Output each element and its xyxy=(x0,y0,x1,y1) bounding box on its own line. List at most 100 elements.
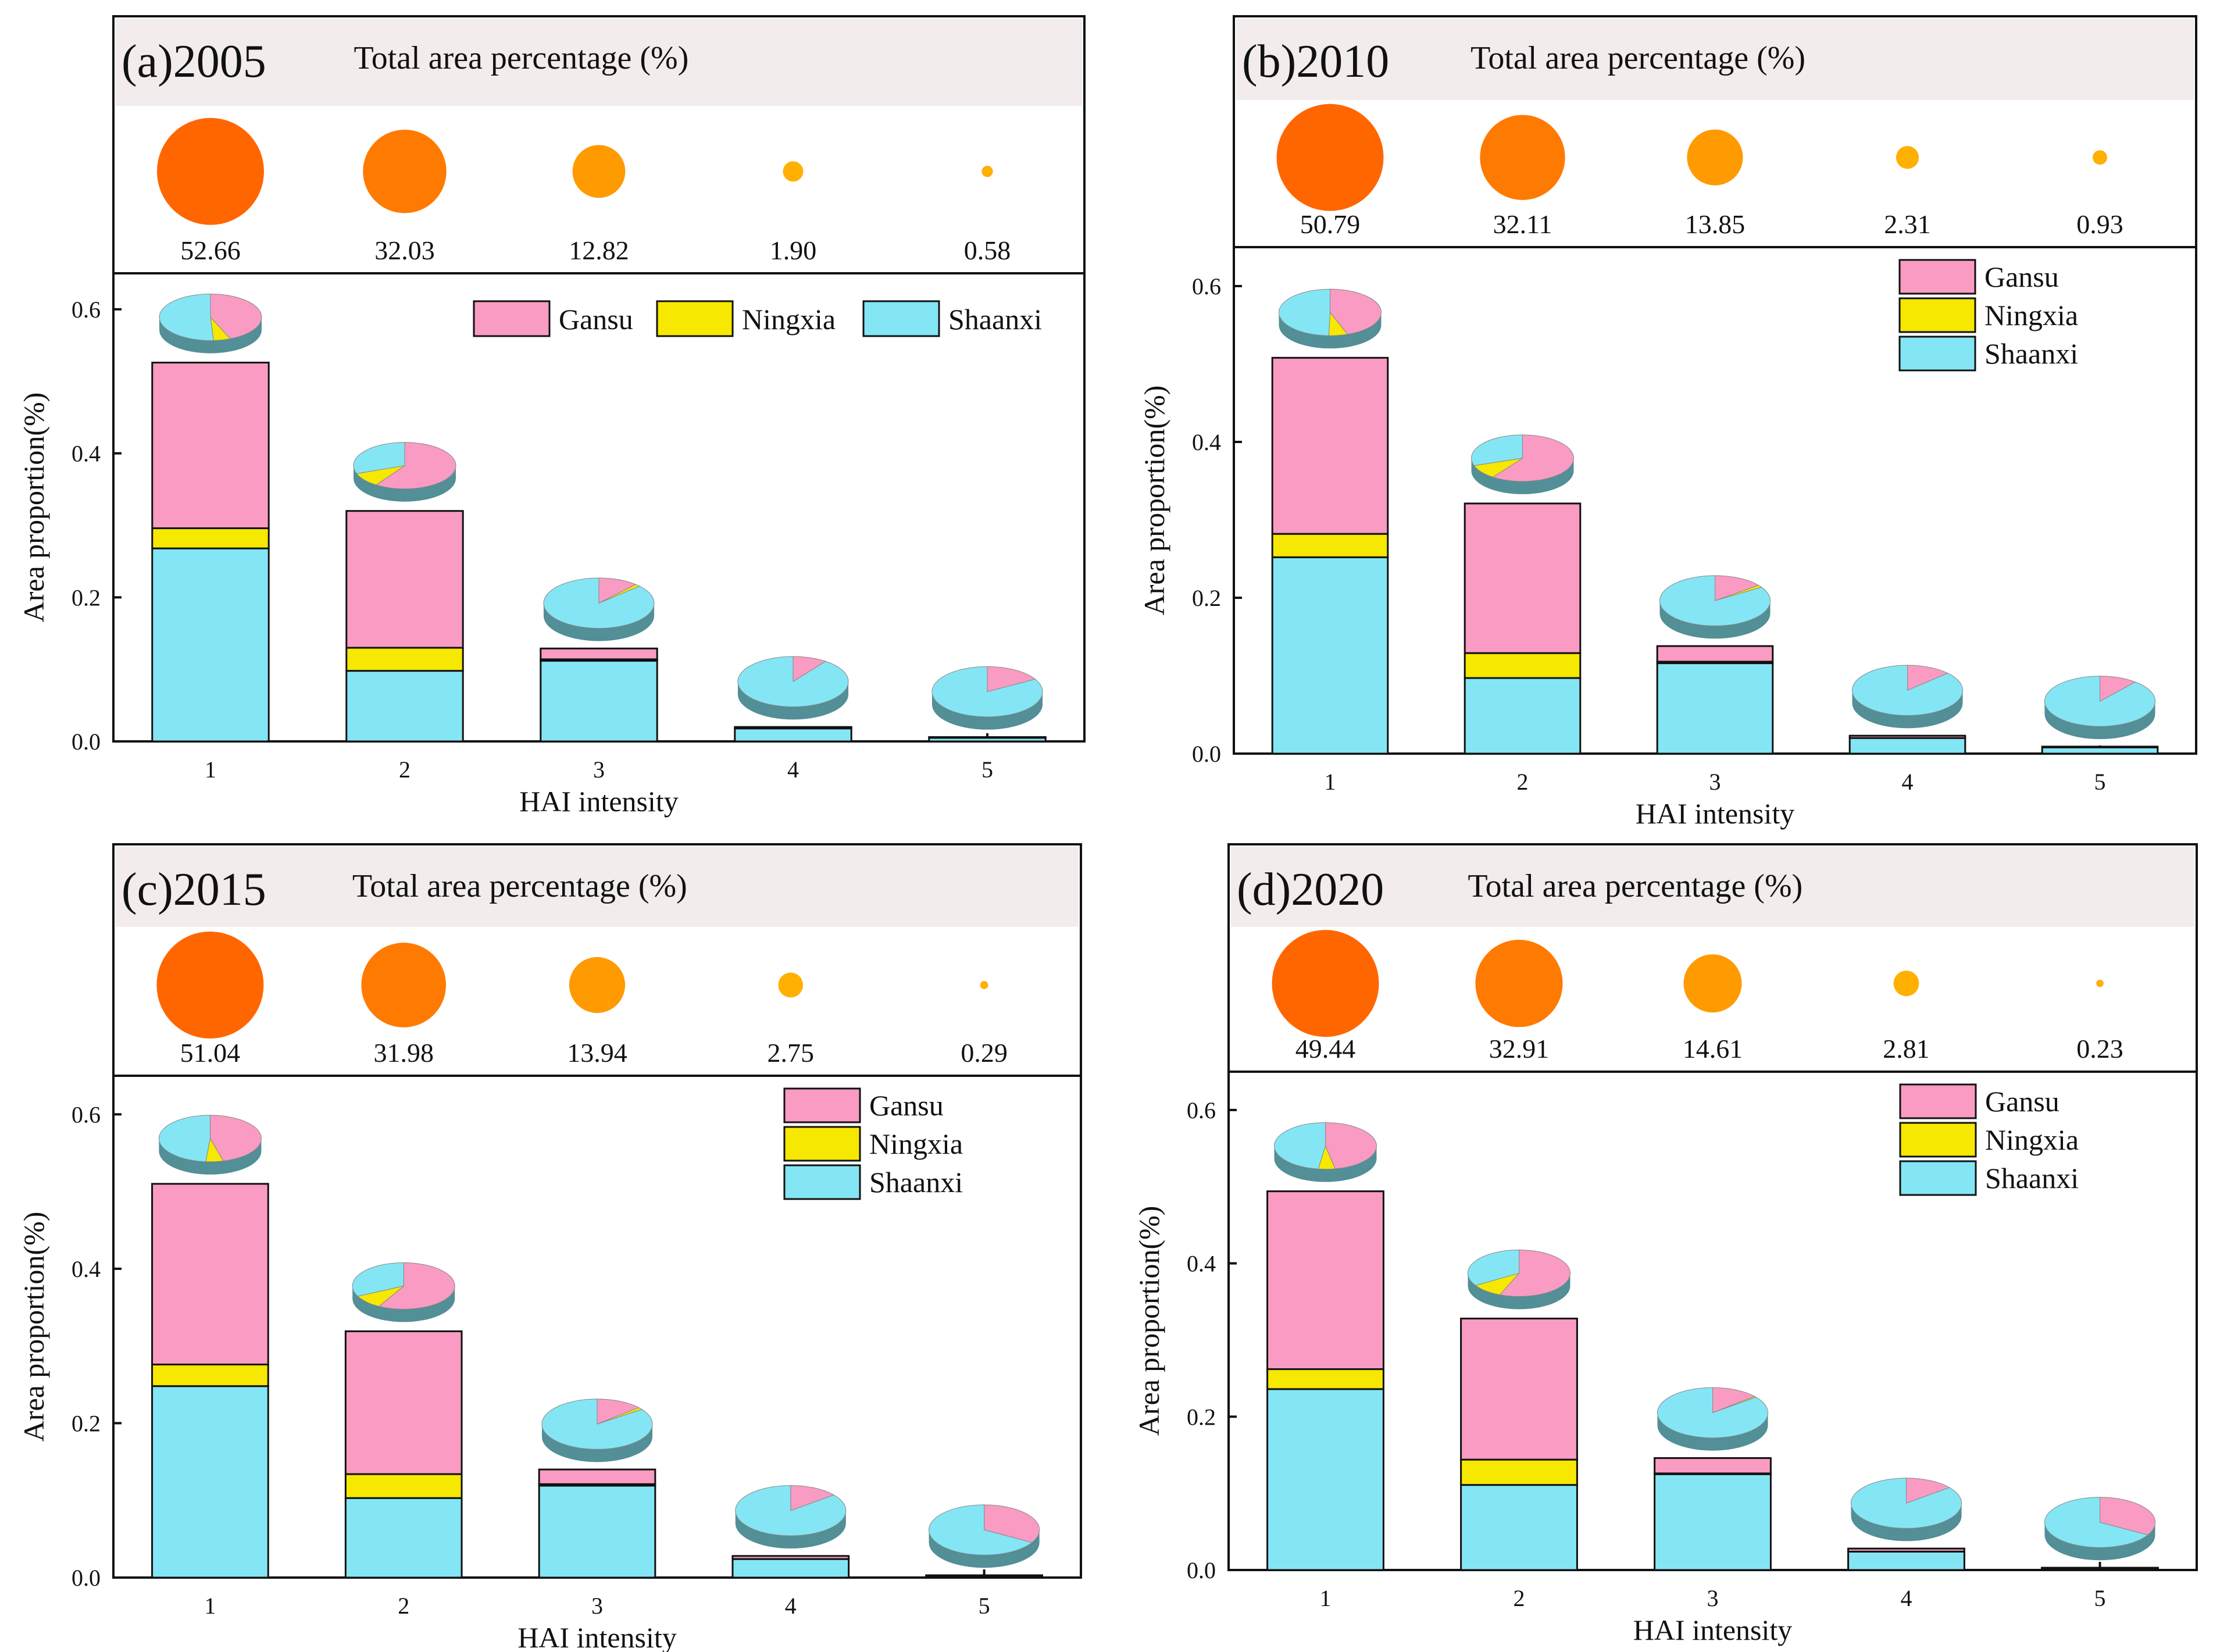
x-tick-label: 2 xyxy=(398,1593,409,1619)
bar-ningxia-2 xyxy=(1460,1458,1578,1486)
legend-swatch-gansu xyxy=(1899,1083,1977,1119)
panel-2: (b)2010 Total area percentage (%)50.79 32.… xyxy=(1138,15,2197,830)
bubble-5 xyxy=(2093,150,2107,165)
x-tick-label: 5 xyxy=(2094,769,2106,795)
x-tick-label: 1 xyxy=(205,757,216,783)
bubble-2 xyxy=(1475,940,1563,1027)
bar-gansu-2 xyxy=(345,510,464,649)
bar-ningxia-1 xyxy=(1271,533,1389,558)
pie-slice-gansu xyxy=(1712,1387,1755,1414)
bar-gansu-3 xyxy=(538,1468,656,1485)
pie-slice-shaanxi xyxy=(1852,665,1964,716)
bubble-3 xyxy=(1687,129,1743,185)
y-tick-label: 0.0 xyxy=(72,729,101,755)
pie-slice-gansu xyxy=(1330,288,1382,335)
bubble-4 xyxy=(1893,970,1919,997)
pie-slice-shaanxi xyxy=(158,1115,210,1162)
bubble-4 xyxy=(1896,146,1919,169)
header-band xyxy=(116,19,1082,106)
pie-slice-shaanxi xyxy=(541,1398,653,1450)
pie-slice-gansu xyxy=(1499,1250,1570,1297)
pie-1 xyxy=(159,294,262,354)
bubble-label-1: 51.04 xyxy=(180,1038,241,1068)
bubble-label-2: 32.03 xyxy=(374,236,435,265)
x-axis-title: HAI intensity xyxy=(519,785,679,818)
legend-label-ningxia: Ningxia xyxy=(1984,299,2078,331)
y-tick-label: 0.2 xyxy=(72,1410,101,1436)
pie-4 xyxy=(737,656,849,720)
bar-ningxia-2 xyxy=(1464,652,1582,679)
pie-slice-gansu xyxy=(209,1115,262,1162)
x-tick-label: 3 xyxy=(591,1593,603,1619)
y-tick-label: 0.4 xyxy=(1187,1251,1216,1277)
pie-2 xyxy=(1468,1250,1570,1310)
legend-swatch-ningxia xyxy=(1899,1122,1977,1158)
pie-3 xyxy=(1657,1387,1769,1451)
pie-slice-shaanxi xyxy=(929,1504,1033,1555)
pie-slice-shaanxi xyxy=(1659,575,1771,626)
bar-shaanxi-2 xyxy=(345,670,464,743)
y-tick-label: 0.6 xyxy=(72,297,101,323)
bar-ningxia-1 xyxy=(151,1364,269,1387)
legend-swatch-ningxia xyxy=(1898,297,1976,333)
y-axis-title: Area proportion(%) xyxy=(17,1212,50,1442)
bubble-1 xyxy=(1272,930,1379,1037)
y-axis-title: Area proportion(%) xyxy=(1138,386,1170,616)
y-tick-label: 0.4 xyxy=(72,441,101,467)
bar-shaanxi-3 xyxy=(538,1485,656,1579)
panel-4: (d)2020 Total area percentage (%)49.44 32.… xyxy=(1133,843,2198,1646)
bubble-label-4: 1.90 xyxy=(770,236,817,265)
y-tick-label: 0.0 xyxy=(1187,1557,1216,1583)
bar-gansu-1 xyxy=(151,362,270,529)
panel-label: (c)2015 xyxy=(122,864,266,915)
pie-slice-gansu xyxy=(2100,1497,2156,1536)
bar-gansu-5 xyxy=(925,1574,1043,1577)
bar-shaanxi-1 xyxy=(1271,556,1389,755)
bubble-5 xyxy=(981,166,993,177)
pie-slice-gansu xyxy=(598,577,637,604)
pie-1 xyxy=(1278,288,1382,349)
legend-swatch-shaanxi xyxy=(1899,1160,1977,1196)
bubble-2 xyxy=(363,130,447,213)
pie-slice-gansu xyxy=(1906,1478,1950,1504)
bubble-label-3: 13.85 xyxy=(1685,209,1746,239)
y-tick-label: 0.0 xyxy=(1192,741,1221,767)
pie-slice-shaanxi xyxy=(159,294,214,341)
pie-4 xyxy=(735,1485,847,1549)
bubble-label-3: 12.82 xyxy=(569,236,629,265)
pie-slice-gansu xyxy=(1492,434,1574,482)
legend-label-shaanxi: Shaanxi xyxy=(1984,337,2078,370)
legend-label-shaanxi: Shaanxi xyxy=(948,303,1042,336)
pie-5 xyxy=(2044,1497,2156,1561)
y-tick-label: 0.2 xyxy=(72,584,101,611)
bubble-5 xyxy=(980,981,988,989)
pie-slice-gansu xyxy=(1715,575,1759,601)
pie-slice-shaanxi xyxy=(737,656,849,707)
bubble-label-4: 2.31 xyxy=(1884,209,1931,239)
bubble-label-1: 49.44 xyxy=(1295,1034,1356,1064)
x-tick-label: 3 xyxy=(1709,769,1721,795)
x-axis-title: HAI intensity xyxy=(1636,797,1795,830)
bubble-label-5: 0.29 xyxy=(961,1038,1008,1068)
bar-shaanxi-3 xyxy=(540,659,658,743)
bar-shaanxi-1 xyxy=(151,1385,269,1579)
pie-slice-shaanxi xyxy=(735,1485,847,1536)
pie-slice-gansu xyxy=(1907,665,1949,691)
bubble-label-2: 32.91 xyxy=(1489,1034,1550,1064)
pie-slice-shaanxi xyxy=(1468,1250,1519,1286)
bar-shaanxi-4 xyxy=(1848,737,1966,755)
bubble-title: Total area percentage (%) xyxy=(354,40,688,76)
bar-shaanxi-1 xyxy=(1266,1388,1384,1571)
bubble-2 xyxy=(361,943,447,1027)
x-tick-label: 4 xyxy=(787,757,799,783)
bar-gansu-5 xyxy=(928,736,1047,739)
pie-slice-shaanxi xyxy=(2044,676,2155,727)
bar-gansu-4 xyxy=(731,1555,850,1560)
pie-3 xyxy=(543,577,655,641)
bar-shaanxi-2 xyxy=(1464,677,1582,755)
bar-gansu-4 xyxy=(1847,1547,1965,1553)
x-tick-label: 2 xyxy=(1517,769,1529,795)
pie-slice-shaanxi xyxy=(352,1262,404,1297)
pie-1 xyxy=(1274,1122,1377,1182)
